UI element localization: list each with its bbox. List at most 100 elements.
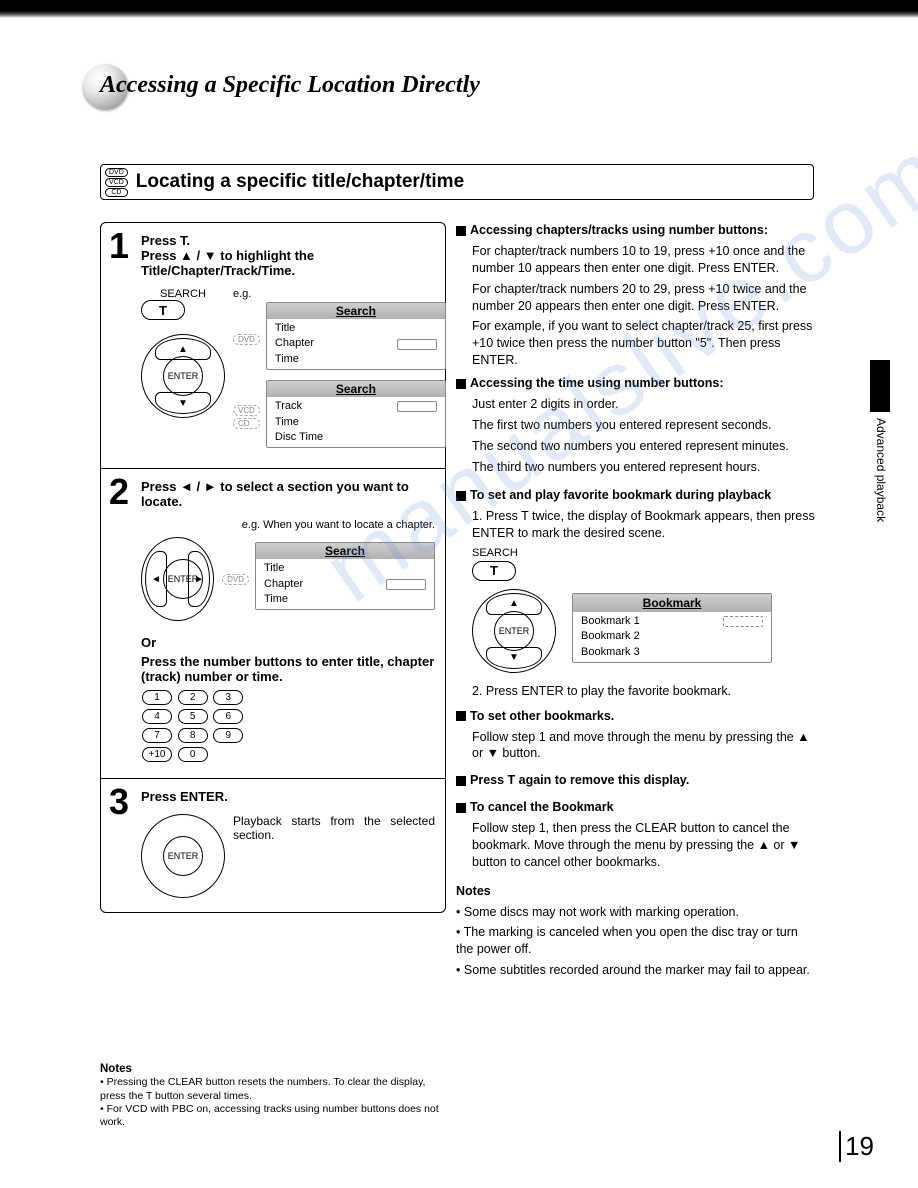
right-note-2-text: The marking is canceled when you open th… [456,925,798,956]
r2-heading: Accessing the time using number buttons: [470,376,724,390]
r1-p3: For example, if you want to select chapt… [472,318,816,369]
bookmark-panel: Bookmark Bookmark 1 Bookmark 2 Bookmark … [572,593,772,663]
disc-type-badges: DVD VCD CD [105,167,128,197]
num-8: 8 [178,728,208,743]
num-2: 2 [178,690,208,705]
r5-heading: Press T again to remove this display. [470,773,689,787]
value-box-2 [397,401,437,412]
r4-heading: To set other bookmarks. [470,709,614,723]
r3-search-label: SEARCH [472,546,816,561]
search-header-2: Search [267,381,445,397]
vcd-tag: VCD [233,405,260,416]
search-label: SEARCH [141,288,225,300]
notes-left: Notes • Pressing the CLEAR button resets… [100,1062,446,1129]
num-9: 9 [213,728,243,743]
bullet-icon [456,711,466,721]
r2-p1: Just enter 2 digits in order. [472,396,816,413]
notes-heading: Notes [100,1062,446,1076]
right-note-3-text: Some subtitles recorded around the marke… [464,963,810,977]
right-note-3: • Some subtitles recorded around the mar… [456,962,816,979]
remote-wheel-bookmark: ▲ ▼ ENTER [472,589,556,673]
enter-label: ENTER [168,371,199,381]
num-0: 0 [178,747,208,762]
notes-item-2-text: For VCD with PBC on, accessing tracks us… [100,1103,439,1128]
bookmark-box [723,616,763,627]
r2-p4: The third two numbers you entered repres… [472,459,816,476]
search-panel-dvd: Search Title Chapter Time [266,302,446,370]
row-time: Time [275,352,299,367]
r1-heading: Accessing chapters/tracks using number b… [470,223,768,237]
badge-dvd: DVD [105,168,128,177]
dvd-tag-2: DVD [222,574,249,585]
step-2-number: 2 [109,471,129,513]
step-1: 1 Press T. Press ▲ / ▼ to highlight the … [101,223,445,469]
r4-p1: Follow step 1 and move through the menu … [472,729,816,763]
row-track: Track [275,399,302,414]
right-notes-heading: Notes [456,884,491,898]
bullet-icon [456,491,466,501]
num-1: 1 [142,690,172,705]
step-1-line2: Press ▲ / ▼ to highlight the Title/Chapt… [141,248,435,278]
row-chapter: Chapter [275,336,314,351]
r6-heading: To cancel the Bookmark [470,800,614,814]
right-column: Accessing chapters/tracks using number b… [456,222,816,983]
value-box [397,339,437,350]
remote-wheel-leftright: ◄ ► ENTER [141,537,214,621]
search-panel-vcd: Search Track Time Disc Time [266,380,446,448]
t-button-label: T [159,303,167,318]
step2-or: Or [141,635,435,650]
row-chapter-2: Chapter [264,577,303,592]
r2-p3: The second two numbers you entered repre… [472,438,816,455]
step2-alt: Press the number buttons to enter title,… [141,654,435,684]
number-pad: 1 2 3 4 5 6 7 8 9 +10 0 [141,688,435,764]
bullet-icon [456,776,466,786]
side-label: Advanced playback [874,418,888,522]
side-tab [870,360,890,412]
search-panel-step2: Search Title Chapter Time [255,542,435,610]
step-3-number: 3 [109,781,129,823]
step-1-number: 1 [109,225,129,267]
bookmark-row-3: Bookmark 3 [581,645,640,660]
search-header-3: Search [256,543,434,559]
enter-label-2: ENTER [168,574,199,584]
section-title: Locating a specific title/chapter/time [136,171,464,193]
t-button: T [141,300,185,320]
num-4: 4 [142,709,172,724]
enter-label-3: ENTER [168,851,199,861]
remote-wheel-enter: ENTER [141,814,225,898]
notes-item-1-text: Pressing the CLEAR button resets the num… [100,1076,425,1101]
num-3: 3 [213,690,243,705]
step-3: 3 Press ENTER. ENTER Playback starts fro… [101,779,445,912]
step2-line-b: to select a section you want to locate. [141,479,409,509]
eg-label: e.g. [233,288,446,300]
enter-button: ENTER [163,356,203,396]
num-plus10: +10 [142,747,172,762]
bookmark-row-1: Bookmark 1 [581,614,640,629]
r3-p2: 2. Press ENTER to play the favorite book… [472,683,816,700]
step-3-line: Press ENTER. [141,789,435,804]
right-note-1-text: Some discs may not work with marking ope… [464,905,739,919]
bullet-icon [456,226,466,236]
step2-eg: e.g. When you want to locate a chapter. [141,519,435,531]
r1-p1: For chapter/track numbers 10 to 19, pres… [472,243,816,277]
step1-line2a: Press [141,248,180,263]
r2-p2: The first two numbers you entered repres… [472,417,816,434]
bookmark-row-2: Bookmark 2 [581,629,640,644]
t-button-2: T [472,561,516,581]
page-title: Accessing a Specific Location Directly [100,72,480,99]
dvd-tag: DVD [233,334,260,345]
remote-wheel-updown: ▲ ▼ ENTER [141,334,225,418]
search-header-1: Search [267,303,445,319]
bullet-icon [456,803,466,813]
row-disctime: Disc Time [275,430,323,445]
enter-label-4: ENTER [499,625,530,637]
right-note-2: • The marking is canceled when you open … [456,924,816,958]
num-5: 5 [178,709,208,724]
step-1-line1: Press T. [141,233,435,248]
num-7: 7 [142,728,172,743]
t-button-label-2: T [490,562,498,580]
row-time-3: Time [264,592,288,607]
page-number: 19 [839,1131,874,1162]
notes-item-1: • Pressing the CLEAR button resets the n… [100,1076,446,1102]
step-2-line: Press ◄ / ► to select a section you want… [141,479,435,509]
